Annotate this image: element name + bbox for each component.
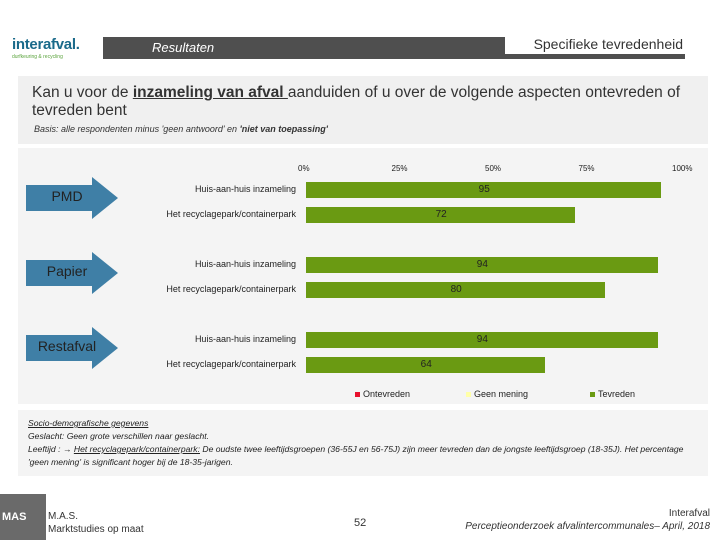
legend-swatch: [590, 392, 595, 398]
row-label: Het recyclagepark/containerpark: [166, 284, 296, 294]
row-label: Het recyclagepark/containerpark: [166, 209, 296, 219]
bar-value-label: 94: [476, 334, 488, 345]
legend-item: Geen mening: [466, 389, 528, 399]
axis-tick-label: 25%: [391, 164, 408, 173]
mas-logo-image: MAS: [0, 494, 46, 540]
logo-tagline: durfkeuring & recycling: [12, 54, 63, 60]
footer-company-tagline: Marktstudies op maat: [48, 524, 144, 535]
arrow-shape-icon: [26, 252, 118, 294]
group-arrow-restafval: Restafval: [26, 327, 118, 369]
row-label: Huis-aan-huis inzameling: [194, 184, 296, 194]
bar-value-label: 94: [476, 259, 488, 270]
arrow-shape-icon: [26, 177, 118, 219]
legend-label: Tevreden: [598, 389, 636, 399]
legend-label: Ontevreden: [363, 389, 411, 399]
logo-name: interafval.: [12, 36, 80, 53]
bar-value-label: 72: [435, 209, 447, 220]
legend-label: Geen mening: [474, 389, 529, 399]
question-band: [18, 76, 708, 144]
legend-swatch: [466, 392, 471, 398]
section-title-box: Specifieke tevredenheid: [505, 30, 685, 56]
basis-emphasis: 'niet van toepassing': [239, 124, 328, 134]
notes-age: Leeftijd : → Het recyclagepark/container…: [28, 443, 698, 469]
notes-heading: Socio-demografische gegevens: [28, 418, 149, 428]
bar-segment-tevreden: [306, 207, 576, 223]
arrow-shape-icon: [26, 327, 118, 369]
bar-segment-tevreden: [306, 182, 662, 198]
group-label-papier: Papier: [46, 263, 88, 279]
footer-company: M.A.S.: [48, 511, 79, 522]
section-title: Specifieke tevredenheid: [533, 36, 683, 52]
footer-left: M.A.S. Marktstudies op maat: [48, 510, 144, 536]
bar-segment-tevreden: [306, 282, 606, 298]
notes-gender: Geslacht: Geen grote verschillen naar ge…: [28, 431, 210, 441]
notes-band: [18, 410, 708, 476]
mas-logo-label: MAS: [2, 511, 27, 523]
basis-text: Basis: alle respondenten minus 'geen ant…: [34, 124, 328, 134]
page-number: 52: [354, 517, 367, 529]
bar-segment-tevreden: [306, 257, 658, 273]
row-label: Huis-aan-huis inzameling: [194, 259, 296, 269]
group-label-pmd: PMD: [51, 188, 83, 204]
footer-client: Interafval: [668, 508, 710, 519]
footer-right: Interafval Perceptieonderzoek afvalinter…: [465, 507, 710, 533]
question-suffix: aanduiden of u over de volgende aspecten…: [32, 84, 680, 119]
axis-tick-label: 50%: [485, 164, 502, 173]
bar-value-label: 95: [478, 184, 490, 195]
group-arrow-pmd: PMD: [26, 177, 118, 219]
legend-item: Tevreden: [590, 389, 635, 399]
legend-item: Ontevreden: [355, 389, 410, 399]
results-tab-label: Resultaten: [152, 40, 215, 55]
axis-tick-label: 100%: [672, 164, 693, 173]
basis-prefix: Basis: alle respondenten minus 'geen ant…: [34, 124, 240, 134]
group-label-restafval: Restafval: [37, 338, 97, 354]
row-label: Het recyclagepark/containerpark: [166, 359, 296, 369]
notes-age-text: De oudste twee leeftijdsgroepen (36-55J …: [28, 444, 684, 467]
interafval-logo: interafval. durfkeuring & recycling: [12, 36, 102, 66]
group-arrow-papier: Papier: [26, 252, 118, 294]
notes-age-link: Het recyclagepark/containerpark:: [73, 444, 200, 454]
bar-segment-tevreden: [306, 332, 658, 348]
legend-swatch: [355, 392, 360, 398]
arrow-right-icon: →: [62, 444, 72, 454]
notes-block: Socio-demografische gegevens Geslacht: G…: [28, 417, 698, 469]
question-text: Kan u voor de inzameling van afval aandu…: [32, 84, 702, 120]
axis-tick-label: 75%: [578, 164, 595, 173]
footer-study: Perceptieonderzoek afvalintercommunales–…: [465, 521, 710, 532]
question-emphasis: inzameling van afval: [132, 84, 288, 101]
axis-tick-label: 0%: [298, 164, 310, 173]
notes-age-prefix: Leeftijd :: [28, 444, 63, 454]
bar-segment-tevreden: [306, 357, 546, 373]
row-label: Huis-aan-huis inzameling: [194, 334, 296, 344]
bar-value-label: 80: [450, 284, 462, 295]
bar-value-label: 64: [420, 359, 432, 370]
question-prefix: Kan u voor de: [32, 84, 133, 101]
